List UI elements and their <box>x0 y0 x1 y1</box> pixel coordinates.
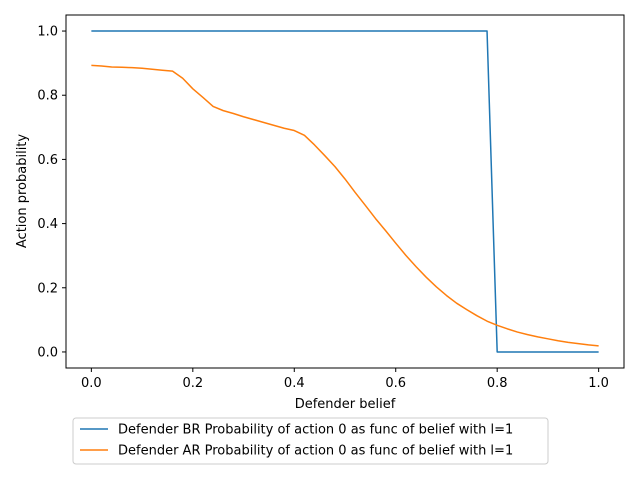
x-tick-label: 1.0 <box>588 376 609 391</box>
y-tick-label: 0.2 <box>37 281 58 296</box>
x-tick-label: 0.4 <box>284 376 305 391</box>
y-axis-ticks: 0.0 0.2 0.4 0.6 0.8 1.0 <box>37 25 66 360</box>
x-tick-label: 0.2 <box>182 376 203 391</box>
y-tick-label: 1.0 <box>37 25 58 40</box>
series-line-ar <box>91 64 599 347</box>
y-tick-label: 0.6 <box>37 153 58 168</box>
x-axis-ticks: 0.0 0.2 0.4 0.6 0.8 1.0 <box>81 368 609 391</box>
x-tick-label: 0.8 <box>487 376 508 391</box>
series-line-br <box>91 30 599 353</box>
legend-box <box>72 417 549 465</box>
plot-frame <box>65 14 625 369</box>
series-lines <box>91 30 599 353</box>
x-tick-label: 0.0 <box>81 376 102 391</box>
y-axis-label: Action probability <box>15 134 30 249</box>
y-tick-label: 0.8 <box>37 89 58 104</box>
legend-label-ar: Defender AR Probability of action 0 as f… <box>118 444 513 459</box>
y-tick-label: 0.0 <box>37 345 58 360</box>
legend: Defender BR Probability of action 0 as f… <box>72 417 549 465</box>
x-axis-label: Defender belief <box>295 397 396 412</box>
x-tick-label: 0.6 <box>385 376 406 391</box>
y-tick-label: 0.4 <box>37 217 58 232</box>
legend-label-br: Defender BR Probability of action 0 as f… <box>118 423 513 438</box>
